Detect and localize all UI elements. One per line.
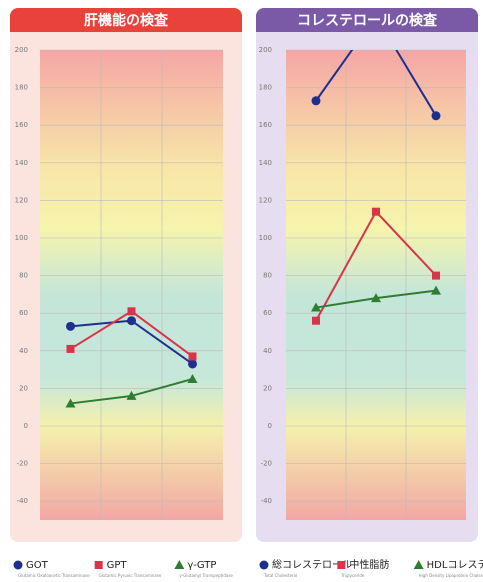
y-tick-label: 100: [15, 234, 28, 242]
marker: [126, 390, 137, 400]
panel-header: [10, 20, 242, 32]
marker: [127, 316, 136, 326]
marker: [432, 271, 440, 280]
marker: [13, 560, 23, 570]
chart-title: 肝機能の検査: [84, 12, 169, 29]
plot-background: [40, 50, 223, 520]
y-tick-label: 60: [19, 309, 28, 317]
y-tick-label: -20: [261, 460, 272, 468]
marker: [311, 302, 321, 312]
plot: [65, 307, 198, 408]
legend-description: Total Cholesterol: [263, 573, 297, 578]
marker: [259, 560, 269, 570]
marker: [187, 374, 198, 383]
marker: [94, 561, 103, 569]
marker: [431, 285, 441, 295]
y-tick-label: 20: [263, 384, 272, 392]
marker: [127, 307, 136, 316]
chart-title: コレステロールの検査: [297, 12, 438, 29]
y-tick-label: -20: [17, 460, 28, 468]
y-tick-label: 140: [15, 159, 28, 167]
marker: [413, 560, 424, 569]
legend-label: γ-GTP: [187, 560, 216, 571]
marker: [372, 207, 380, 216]
legend-label: 中性脂肪: [349, 558, 389, 571]
legend-label: HDLコレステロール: [427, 560, 483, 571]
y-tick-label: -40: [261, 497, 272, 505]
legend-description: Triglyceride: [340, 573, 365, 578]
marker: [65, 398, 76, 408]
legend-label: 総コレステロール: [272, 558, 352, 571]
marker: [188, 359, 197, 369]
y-tick-label: 40: [19, 347, 28, 355]
marker: [311, 96, 321, 106]
marker: [371, 293, 381, 303]
y-tick-label: 200: [15, 46, 28, 54]
y-tick-label: 180: [15, 84, 28, 92]
marker: [66, 344, 75, 353]
marker: [188, 352, 197, 361]
y-tick-label: 80: [19, 272, 28, 280]
series-line: [315, 50, 437, 117]
y-tick-label: 100: [259, 234, 272, 242]
y-tick-label: 160: [259, 121, 272, 129]
marker: [174, 560, 185, 569]
marker: [337, 561, 346, 569]
y-tick-label: 180: [259, 84, 272, 92]
y-tick-label: 0: [24, 422, 28, 430]
y-tick-label: 20: [19, 384, 28, 392]
legend-description: Glutamic Oxaloacetic Transaminase: [18, 573, 90, 578]
y-tick-label: 200: [259, 46, 272, 54]
plot: [311, 50, 441, 325]
y-tick-label: 40: [263, 347, 272, 355]
y-tick-label: 0: [268, 422, 272, 430]
legend-description: γ-Glutamyl Transpeptidase: [179, 573, 233, 578]
y-tick-label: -40: [17, 497, 28, 505]
plot-background: [286, 50, 466, 520]
legend-label: GPT: [107, 560, 128, 571]
legend-label: GOT: [26, 560, 49, 571]
y-tick-label: 120: [15, 196, 28, 204]
legend-description: Glutamic Pyruvic Transaminase: [99, 573, 162, 578]
marker: [431, 111, 441, 121]
y-tick-label: 80: [263, 272, 272, 280]
y-tick-label: 160: [15, 121, 28, 129]
marker: [66, 321, 75, 331]
marker: [312, 316, 320, 325]
y-tick-label: 60: [263, 309, 272, 317]
y-tick-label: 140: [259, 159, 272, 167]
legend-description: High Density Lipoprotein Cholesterol: [419, 573, 483, 578]
panel-header: [256, 20, 478, 32]
y-tick-label: 120: [259, 196, 272, 204]
